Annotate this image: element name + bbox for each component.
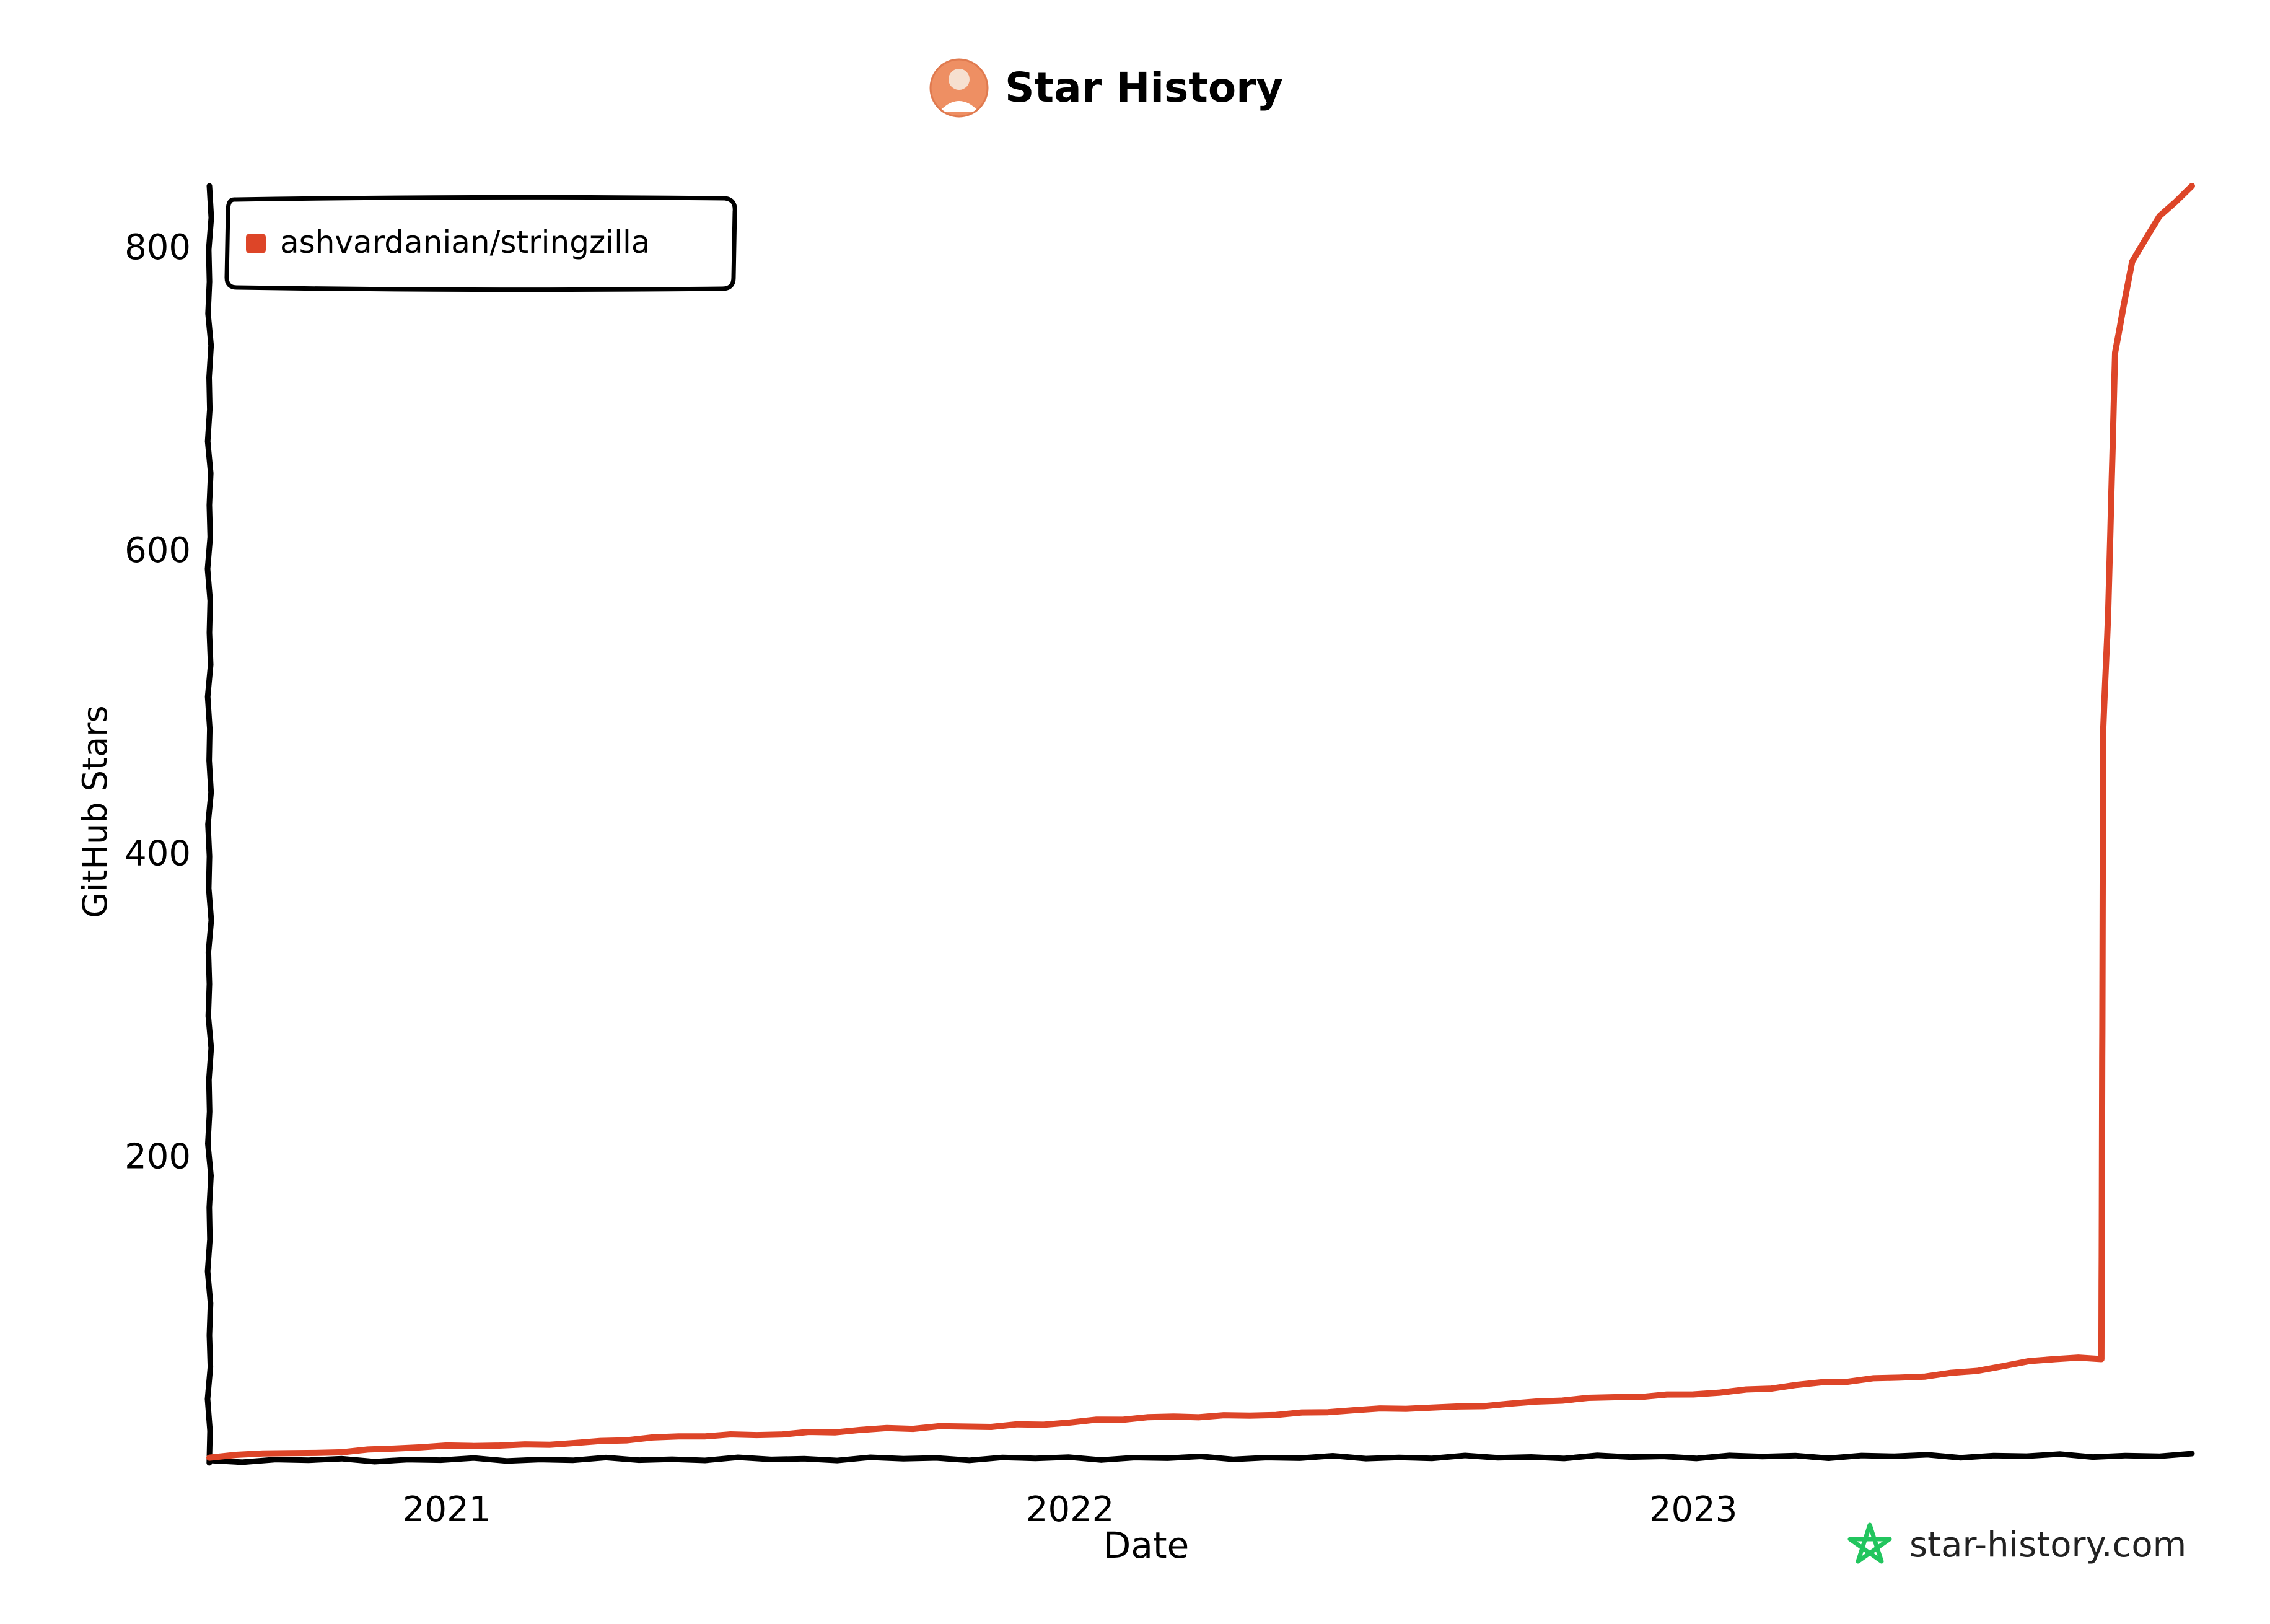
y-axis-ticks: 200 400 600 800 — [125, 227, 191, 1177]
x-tick-label: 2023 — [1649, 1490, 1738, 1530]
legend: ashvardanian/stringzilla — [224, 195, 737, 292]
star-outline-icon — [1847, 1522, 1892, 1564]
user-avatar-icon — [929, 58, 989, 118]
y-axis-label: GitHub Stars — [76, 705, 115, 918]
series-layer — [206, 183, 2195, 1461]
x-axis-label: Date — [1103, 1524, 1190, 1566]
chart-header: Star History — [929, 58, 1283, 118]
axes — [204, 183, 2195, 1466]
legend-swatch — [246, 234, 266, 253]
y-tick-label: 400 — [125, 833, 191, 874]
y-tick-label: 800 — [125, 227, 191, 268]
series-line — [206, 183, 2195, 1461]
y-tick-label: 600 — [125, 530, 191, 571]
watermark-text: star-history.com — [1909, 1525, 2186, 1565]
y-axis-line — [204, 183, 214, 1466]
watermark: star-history.com — [1847, 1522, 2186, 1565]
legend-box — [224, 195, 737, 292]
y-tick-label: 200 — [125, 1137, 191, 1177]
x-axis-ticks: 2021 2022 2023 — [403, 1490, 1738, 1530]
legend-label: ashvardanian/stringzilla — [280, 224, 651, 260]
x-axis-line — [206, 1451, 2195, 1465]
x-tick-label: 2021 — [403, 1490, 491, 1530]
chart-title: Star History — [1005, 64, 1283, 112]
x-tick-label: 2022 — [1026, 1490, 1115, 1530]
